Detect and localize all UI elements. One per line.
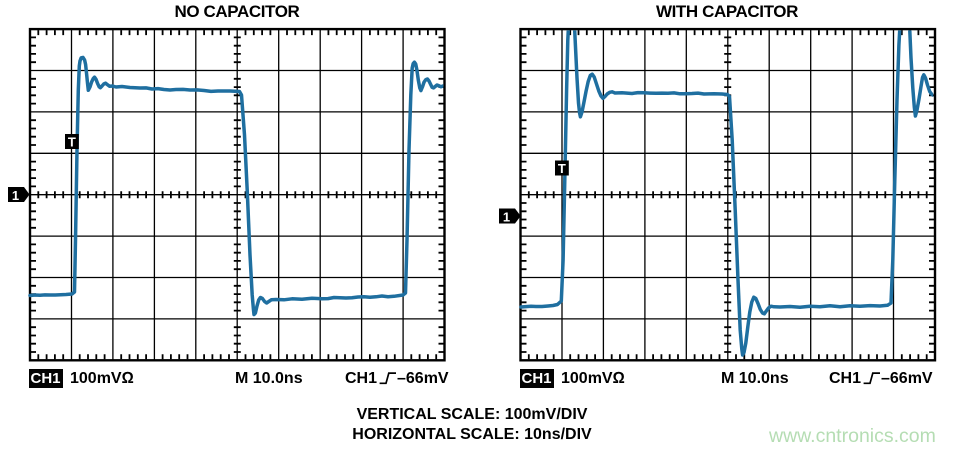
svg-text:1: 1 [503, 209, 510, 224]
svg-text:T: T [558, 161, 566, 176]
svg-text:T: T [68, 135, 76, 150]
svg-text:1: 1 [12, 188, 19, 203]
